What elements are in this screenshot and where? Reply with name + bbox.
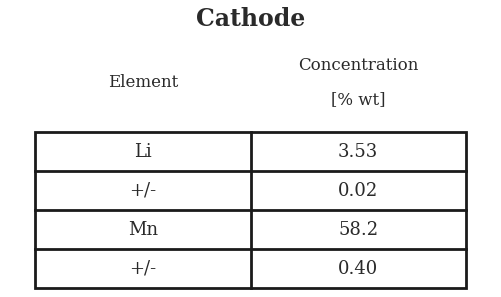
Text: Mn: Mn: [128, 221, 158, 238]
Bar: [35, 132, 466, 288]
Text: 0.40: 0.40: [338, 260, 378, 278]
Text: Element: Element: [108, 74, 178, 91]
Text: +/-: +/-: [129, 260, 156, 278]
Text: [% wt]: [% wt]: [331, 91, 385, 108]
Text: Concentration: Concentration: [298, 57, 418, 74]
Text: 3.53: 3.53: [338, 143, 378, 161]
Text: Cathode: Cathode: [196, 7, 305, 31]
Text: Li: Li: [134, 143, 152, 161]
Text: 0.02: 0.02: [338, 182, 378, 200]
Text: 58.2: 58.2: [338, 221, 378, 238]
Text: +/-: +/-: [129, 182, 156, 200]
